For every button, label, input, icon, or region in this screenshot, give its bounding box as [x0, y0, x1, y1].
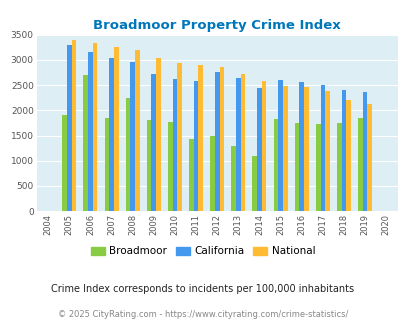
Bar — [303, 87, 308, 211]
Bar — [324, 91, 329, 211]
Bar — [345, 100, 350, 211]
Bar — [113, 47, 118, 211]
Bar — [130, 62, 135, 211]
Bar — [336, 123, 341, 211]
Bar — [71, 40, 76, 211]
Bar — [147, 120, 151, 211]
Bar — [341, 90, 345, 211]
Bar — [193, 81, 198, 211]
Bar — [172, 79, 177, 211]
Bar — [67, 45, 71, 211]
Title: Broadmoor Property Crime Index: Broadmoor Property Crime Index — [93, 19, 340, 32]
Bar — [282, 85, 287, 211]
Bar — [240, 75, 245, 211]
Bar — [362, 92, 367, 211]
Bar — [126, 98, 130, 211]
Bar — [92, 43, 97, 211]
Bar — [219, 67, 224, 211]
Bar — [156, 58, 160, 211]
Bar — [252, 156, 256, 211]
Bar — [298, 82, 303, 211]
Bar — [315, 124, 320, 211]
Bar — [273, 119, 277, 211]
Bar — [109, 58, 113, 211]
Bar — [261, 81, 266, 211]
Bar — [189, 139, 193, 211]
Bar — [177, 63, 181, 211]
Bar — [320, 84, 324, 211]
Bar — [104, 118, 109, 211]
Bar — [198, 65, 202, 211]
Bar — [168, 122, 172, 211]
Bar — [367, 104, 371, 211]
Legend: Broadmoor, California, National: Broadmoor, California, National — [86, 242, 319, 260]
Text: © 2025 CityRating.com - https://www.cityrating.com/crime-statistics/: © 2025 CityRating.com - https://www.city… — [58, 310, 347, 319]
Bar — [210, 136, 214, 211]
Bar — [357, 118, 362, 211]
Bar — [83, 75, 88, 211]
Bar — [214, 72, 219, 211]
Bar — [256, 87, 261, 211]
Bar — [235, 78, 240, 211]
Bar — [151, 74, 156, 211]
Bar — [231, 146, 235, 211]
Text: Crime Index corresponds to incidents per 100,000 inhabitants: Crime Index corresponds to incidents per… — [51, 284, 354, 294]
Bar — [88, 52, 92, 211]
Bar — [135, 50, 139, 211]
Bar — [62, 115, 67, 211]
Bar — [294, 123, 298, 211]
Bar — [277, 80, 282, 211]
